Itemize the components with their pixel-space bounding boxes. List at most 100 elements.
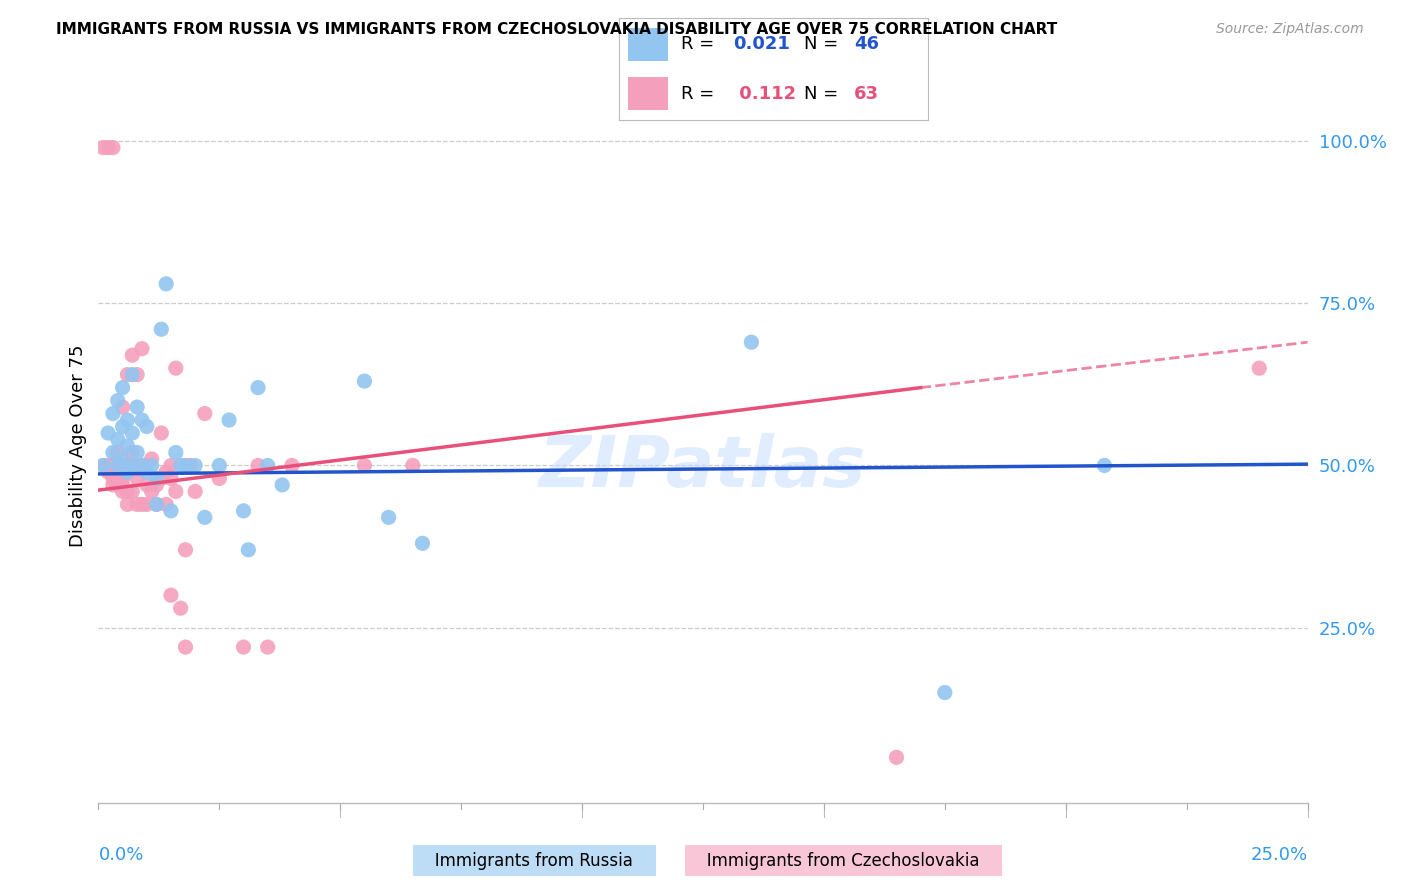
Point: [155, 277, 177, 291]
Text: 0.0%: 0.0%: [98, 846, 143, 863]
Point: [135, 419, 157, 434]
Point: [131, 497, 153, 511]
Point: [886, 750, 908, 764]
Point: [194, 510, 217, 524]
Text: 46: 46: [853, 35, 879, 53]
Point: [111, 419, 134, 434]
Text: ZIPatlas: ZIPatlas: [540, 433, 866, 502]
Point: [135, 465, 157, 479]
Point: [101, 407, 124, 421]
FancyBboxPatch shape: [628, 29, 668, 61]
Point: [150, 322, 173, 336]
Point: [101, 478, 124, 492]
Point: [111, 452, 134, 467]
Point: [160, 458, 183, 473]
Point: [281, 458, 304, 473]
Point: [184, 484, 207, 499]
Point: [117, 439, 139, 453]
Point: [155, 497, 177, 511]
Point: [184, 458, 207, 473]
Point: [169, 601, 191, 615]
Point: [232, 504, 254, 518]
Point: [121, 458, 143, 473]
Point: [165, 445, 187, 459]
Text: 0.112: 0.112: [733, 85, 796, 103]
Point: [117, 458, 139, 473]
Point: [135, 458, 157, 473]
Point: [179, 458, 201, 473]
Point: [121, 368, 143, 382]
Text: Immigrants from Czechoslovakia: Immigrants from Czechoslovakia: [692, 852, 995, 870]
Point: [238, 542, 260, 557]
Point: [97, 458, 120, 473]
Text: R =: R =: [681, 85, 720, 103]
Point: [91, 140, 114, 154]
Point: [1094, 458, 1116, 473]
Point: [97, 465, 120, 479]
Point: [256, 640, 278, 654]
Point: [165, 484, 187, 499]
Point: [131, 342, 153, 356]
Point: [107, 458, 129, 473]
Point: [150, 425, 173, 440]
Point: [127, 471, 149, 485]
Point: [247, 458, 270, 473]
Point: [174, 458, 197, 473]
Point: [174, 640, 197, 654]
Text: 25.0%: 25.0%: [1250, 846, 1308, 863]
Point: [97, 425, 120, 440]
FancyBboxPatch shape: [628, 78, 668, 110]
Point: [208, 471, 231, 485]
Point: [194, 407, 217, 421]
Point: [411, 536, 433, 550]
Point: [141, 452, 163, 467]
Text: 0.021: 0.021: [733, 35, 790, 53]
Point: [127, 497, 149, 511]
Point: [165, 361, 187, 376]
Point: [218, 413, 240, 427]
Point: [111, 381, 134, 395]
Point: [145, 478, 167, 492]
Text: N =: N =: [804, 35, 844, 53]
Point: [160, 504, 183, 518]
Point: [127, 368, 149, 382]
Point: [107, 458, 129, 473]
Point: [135, 497, 157, 511]
Point: [145, 471, 167, 485]
Point: [101, 471, 124, 485]
Point: [127, 400, 149, 414]
Point: [232, 640, 254, 654]
Point: [101, 445, 124, 459]
Point: [111, 458, 134, 473]
Text: Source: ZipAtlas.com: Source: ZipAtlas.com: [1216, 22, 1364, 37]
Point: [121, 458, 143, 473]
Point: [141, 458, 163, 473]
Point: [377, 510, 399, 524]
Point: [160, 588, 183, 602]
Point: [117, 413, 139, 427]
Text: Immigrants from Russia: Immigrants from Russia: [419, 852, 650, 870]
Text: IMMIGRANTS FROM RUSSIA VS IMMIGRANTS FROM CZECHOSLOVAKIA DISABILITY AGE OVER 75 : IMMIGRANTS FROM RUSSIA VS IMMIGRANTS FRO…: [56, 22, 1057, 37]
Point: [135, 478, 157, 492]
Point: [121, 445, 143, 459]
Point: [141, 484, 163, 499]
Point: [121, 348, 143, 362]
Point: [131, 413, 153, 427]
Point: [107, 478, 129, 492]
Point: [97, 140, 120, 154]
Point: [117, 497, 139, 511]
Point: [160, 471, 183, 485]
Text: N =: N =: [804, 85, 844, 103]
Point: [256, 458, 278, 473]
Point: [247, 381, 270, 395]
Point: [101, 140, 124, 154]
Point: [740, 335, 762, 350]
Point: [155, 465, 177, 479]
Point: [121, 425, 143, 440]
Point: [1249, 361, 1271, 376]
Point: [107, 445, 129, 459]
Point: [174, 542, 197, 557]
Point: [208, 458, 231, 473]
Text: R =: R =: [681, 35, 720, 53]
Point: [353, 458, 375, 473]
